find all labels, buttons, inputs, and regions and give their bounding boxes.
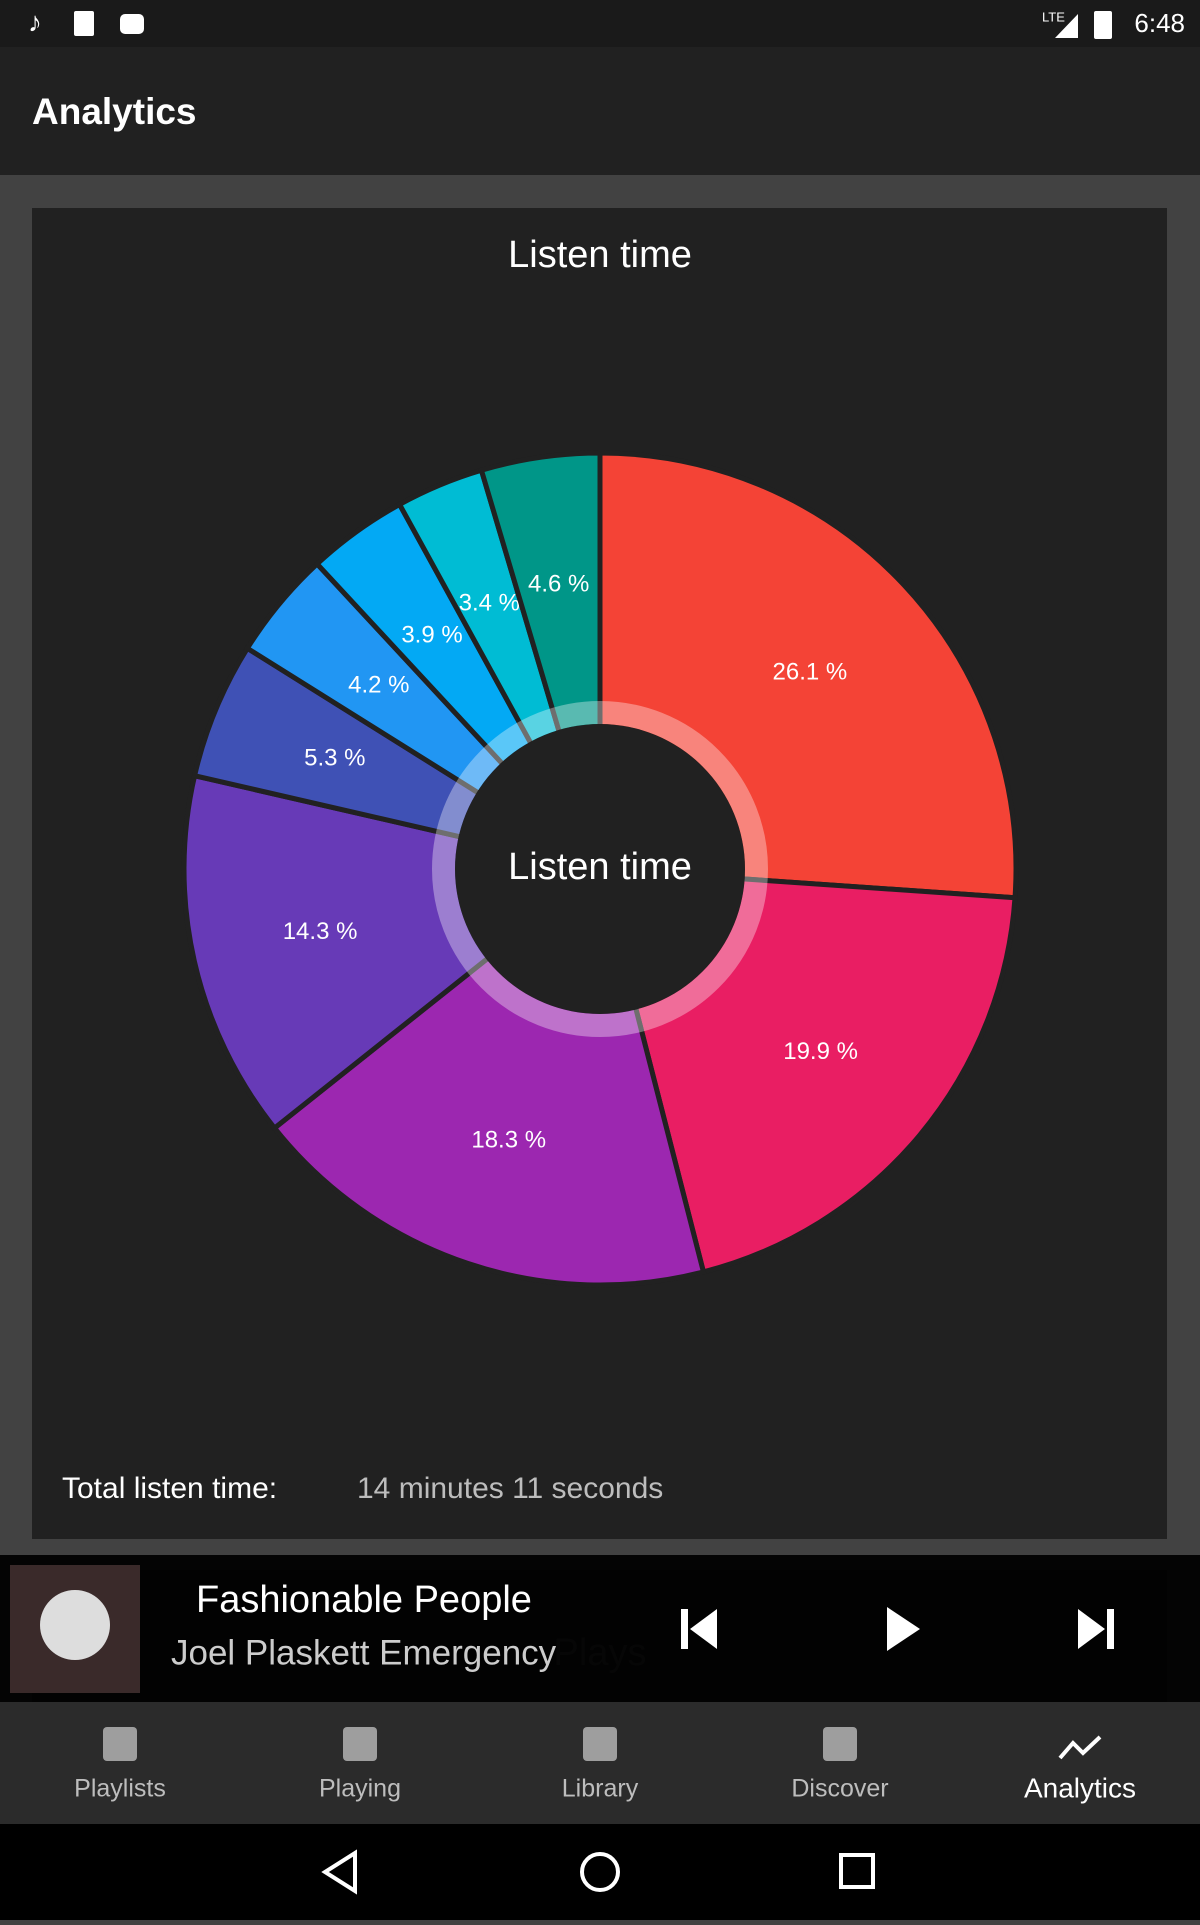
pie-hole [455,724,745,1014]
slice-label: 5.3 % [304,744,365,771]
nav-item[interactable]: Analytics [1024,1735,1136,1803]
network-label: LTE [1042,9,1065,24]
status-icon: ♪ [28,6,42,37]
nav-icon [343,1727,377,1761]
now-playing-bar[interactable] [0,1555,1200,1702]
bottom-nav [0,1702,1200,1824]
inner-ring [432,701,768,1037]
app-bar [0,47,1200,175]
slice-label: 4.2 % [348,671,409,698]
nav-icon [1058,1735,1102,1760]
slice-label: 14.3 % [283,918,358,945]
nav-label: Analytics [1024,1772,1136,1803]
next-button[interactable] [1078,1609,1114,1649]
nav-item[interactable]: Discover [791,1727,889,1803]
nav-label: Playing [319,1775,401,1803]
pie: 26.1 % 19.9 % 18.3 % 14.3 % 5.3 % 4.2 % 3.9 % 3… [181,450,1019,1288]
system-nav [0,1824,1200,1920]
track-title: Fashionable People [196,1579,532,1621]
play-button[interactable] [887,1607,920,1651]
recents-button[interactable] [839,1853,875,1889]
signal-icon [1055,14,1078,38]
app-title: Analytics [32,91,197,132]
nav-label: Discover [791,1775,888,1803]
nav-item[interactable]: Playing [319,1727,401,1803]
track-artist: Joel Plaskett Emergency [171,1633,557,1672]
slice-label: 19.9 % [783,1038,858,1065]
android-icon [120,14,144,34]
slice-label: 18.3 % [471,1126,546,1153]
slice-label: 3.4 % [459,589,520,616]
album-art-figure [40,1590,110,1660]
back-button[interactable] [321,1849,357,1895]
slice-label: 4.6 % [528,570,589,597]
nav-item[interactable]: Playlists [74,1727,166,1803]
summary-value: 14 minutes 11 seconds [357,1472,663,1505]
slice-label: 26.1 % [773,659,848,686]
home-button[interactable] [580,1852,620,1892]
prev-button[interactable] [681,1609,717,1649]
center-label: Listen time [508,846,692,888]
chart-title: Listen time [508,234,692,276]
slice-label: 3.9 % [401,622,462,649]
nav-label: Library [562,1775,639,1803]
nav-item[interactable]: Library [562,1727,639,1803]
nav-icon [103,1727,137,1761]
nav-label: Playlists [74,1775,166,1803]
battery-icon [1094,11,1112,39]
clock: 6:48 [1134,8,1185,38]
status-bar [0,0,1200,47]
summary-label: Total listen time: [62,1472,277,1505]
nav-icon [583,1727,617,1761]
nav-icon [823,1727,857,1761]
sd-icon [74,11,94,36]
